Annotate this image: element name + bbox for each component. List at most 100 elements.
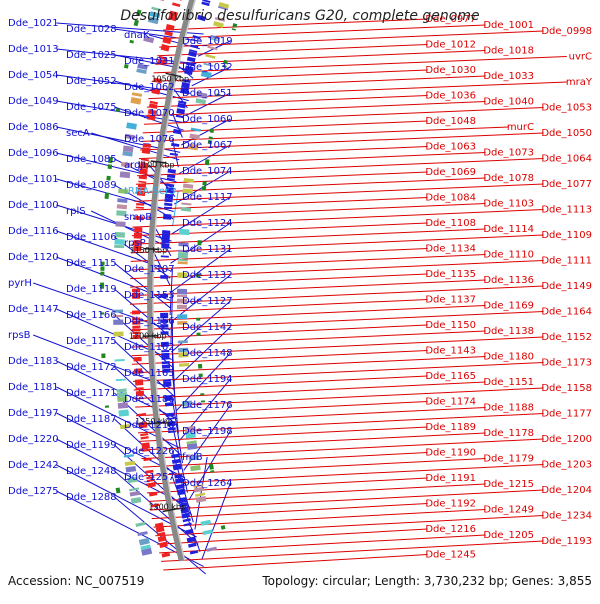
- gene-label-left: dnaK: [124, 30, 150, 41]
- gene-label-right: Dde_1113: [541, 205, 592, 216]
- gene-label-left: Dde_1054: [8, 70, 59, 81]
- forward-cds-block: [175, 454, 176, 458]
- gene-label-left: Dde_1070: [124, 108, 175, 119]
- gene-label-left: Dde_1264: [182, 478, 233, 489]
- cog-block-right: [128, 146, 129, 151]
- cog-block-left: [194, 134, 195, 139]
- gene-label-right: Dde_1108: [425, 218, 476, 229]
- gene-label-left: Dde_1075: [66, 102, 117, 113]
- forward-cds-block: [177, 130, 178, 134]
- leader-line-right: [130, 300, 428, 313]
- gene-label-left: Dde_1218: [124, 420, 175, 431]
- reverse-cds-block: [176, 3, 177, 6]
- gene-label-right: Dde_1190: [425, 448, 476, 459]
- gene-label-left: Dde_1187: [66, 414, 117, 425]
- gene-label-right: Dde_1205: [483, 530, 534, 541]
- gene-label-left: tRNA-Ser3: [124, 186, 176, 197]
- reverse-cds-block: [170, 25, 171, 30]
- gene-label-left: Dde_1242: [8, 460, 59, 471]
- reverse-cds-block: [153, 492, 154, 495]
- cog-block-left: [212, 47, 213, 49]
- gene-label-left: Dde_1162: [124, 342, 175, 353]
- gene-label-right: Dde_1084: [425, 193, 476, 204]
- cog-block-left: [201, 497, 202, 502]
- forward-cds-block: [191, 58, 192, 62]
- gene-label-right: Dde_1138: [483, 326, 534, 337]
- leader-line-right: [134, 376, 428, 390]
- leader-line-right: [138, 153, 486, 168]
- gene-label-right: Dde_0998: [541, 26, 592, 37]
- gene-label-right: Dde_1110: [483, 250, 534, 261]
- gene-label-left: Dde_1062: [124, 82, 175, 93]
- gene-label-left: Dde_1199: [66, 440, 117, 451]
- gene-label-right: Dde_1135: [425, 269, 476, 280]
- gene-label-left: Dde_1186: [124, 394, 175, 405]
- forward-cds-block: [178, 475, 179, 479]
- forward-cds-block: [194, 551, 195, 554]
- gene-label-left: Dde_1124: [182, 218, 233, 229]
- reverse-cds-block: [163, 542, 164, 547]
- gene-label-left: Dde_1028: [66, 24, 117, 35]
- forward-cds-block: [179, 479, 180, 483]
- gene-label-right: Dde_1143: [425, 346, 476, 357]
- leader-line-right: [132, 351, 428, 365]
- gene-label-left: Dde_1176: [182, 400, 233, 411]
- gene-label-right: Dde_1192: [425, 499, 476, 510]
- gene-label-right: Dde_1109: [541, 230, 592, 241]
- gene-label-right: Dde_1164: [541, 307, 592, 318]
- gene-label-left: Dde_1049: [8, 96, 59, 107]
- gene-label-right: Dde_1151: [483, 377, 534, 388]
- gene-label-left: Dde_1198: [182, 426, 233, 437]
- gene-label-right: Dde_1203: [541, 460, 592, 471]
- gene-label-right: Dde_1073: [483, 148, 534, 159]
- orf-mark-right: [118, 488, 119, 493]
- gene-label-left: Dde_1089: [66, 180, 117, 191]
- gene-label-left: Dde_1067: [182, 140, 233, 151]
- gene-label-right: Dde_1200: [541, 434, 592, 445]
- map-title: Desulfovibrio desulfuricans G20, complet…: [0, 8, 600, 24]
- gene-label-left: Dde_1031: [124, 56, 175, 67]
- leader-line-right: [152, 504, 428, 519]
- cog-block-left: [223, 3, 224, 7]
- gene-label-left: Dde_1115: [66, 258, 117, 269]
- gene-label-left: Dde_1183: [8, 356, 59, 367]
- cog-block-left: [211, 548, 212, 551]
- gene-label-right: Dde_1048: [425, 116, 476, 127]
- orf-mark-left: [207, 159, 208, 165]
- cog-block-right: [144, 539, 145, 545]
- orf-mark-right: [110, 165, 111, 169]
- forward-cds-block: [180, 109, 181, 114]
- gene-label-left: Dde_1107: [124, 264, 175, 275]
- gene-label-left: Dde_1166: [66, 310, 117, 321]
- gene-label-left: Dde_1032: [182, 62, 233, 73]
- gene-label-left: Dde_1148: [182, 348, 233, 359]
- gene-label-right: Dde_1178: [483, 428, 534, 439]
- orf-mark-left: [234, 24, 235, 28]
- gene-label-right: Dde_1180: [483, 352, 534, 363]
- gene-label-left: Dde_1117: [182, 192, 233, 203]
- reverse-cds-block: [161, 533, 162, 536]
- gene-label-left: Dde_1132: [182, 270, 233, 281]
- cog-block-right: [141, 69, 142, 73]
- gene-label-left: Dde_1131: [182, 244, 233, 255]
- gene-label-right: Dde_1216: [425, 524, 476, 535]
- gene-label-right: Dde_1150: [425, 320, 476, 331]
- gene-label-left: Dde_1153: [124, 290, 175, 301]
- gene-label-right: Dde_1050: [541, 128, 592, 139]
- gene-label-left: Dde_1248: [66, 466, 117, 477]
- gene-label-left: Dde_1226: [124, 446, 175, 457]
- orf-mark-left: [223, 526, 224, 530]
- forward-cds-block: [176, 460, 177, 464]
- gene-label-left: pyrH: [8, 278, 32, 289]
- leader-line-right: [136, 402, 428, 416]
- reverse-cds-block: [168, 32, 169, 36]
- gene-label-right: Dde_1137: [425, 295, 476, 306]
- reverse-cds-block: [162, 536, 163, 541]
- gene-label-left: Dde_1106: [66, 232, 117, 243]
- gene-label-left: Dde_1171: [66, 388, 117, 399]
- cog-block-right: [127, 152, 128, 156]
- cog-block-left: [188, 184, 189, 188]
- gene-label-right: Dde_1033: [483, 71, 534, 82]
- cog-block-right: [123, 410, 124, 416]
